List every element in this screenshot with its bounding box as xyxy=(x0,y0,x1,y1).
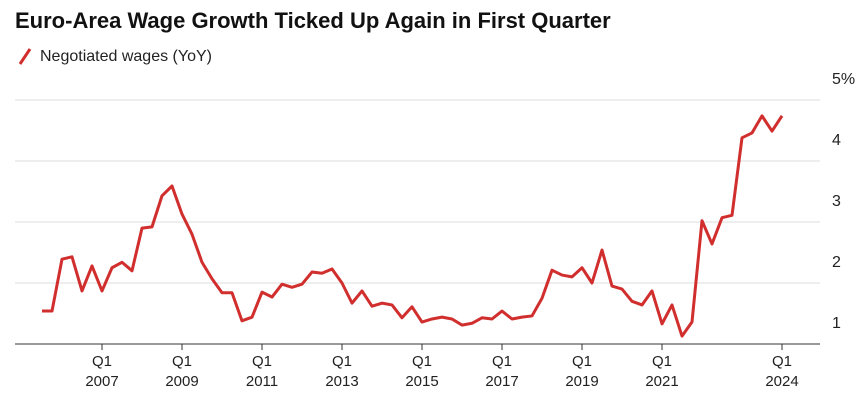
y-tick-label: 3 xyxy=(832,193,841,210)
x-tick-label: Q1 2013 xyxy=(325,353,359,390)
x-tick-label: Q1 2021 xyxy=(645,353,679,390)
y-tick-label: 5% xyxy=(832,71,855,88)
x-tick-label: Q1 2015 xyxy=(405,353,439,390)
x-tick-label: Q1 2019 xyxy=(565,353,599,390)
chart-title: Euro-Area Wage Growth Ticked Up Again in… xyxy=(15,8,611,33)
y-tick-label: 1 xyxy=(832,315,841,332)
x-tick-label: Q1 2009 xyxy=(165,353,199,390)
x-tick-label: Q1 2017 xyxy=(485,353,519,390)
x-tick-label: Q1 2024 xyxy=(765,353,799,390)
y-tick-label: 4 xyxy=(832,132,841,149)
data-line xyxy=(42,114,784,338)
y-tick-label: 2 xyxy=(832,254,841,271)
x-tick-label: Q1 2007 xyxy=(85,353,119,390)
x-tick-label: Q1 2011 xyxy=(245,353,279,390)
legend-swatch xyxy=(18,48,32,65)
legend-label: Negotiated wages (YoY) xyxy=(40,48,212,65)
